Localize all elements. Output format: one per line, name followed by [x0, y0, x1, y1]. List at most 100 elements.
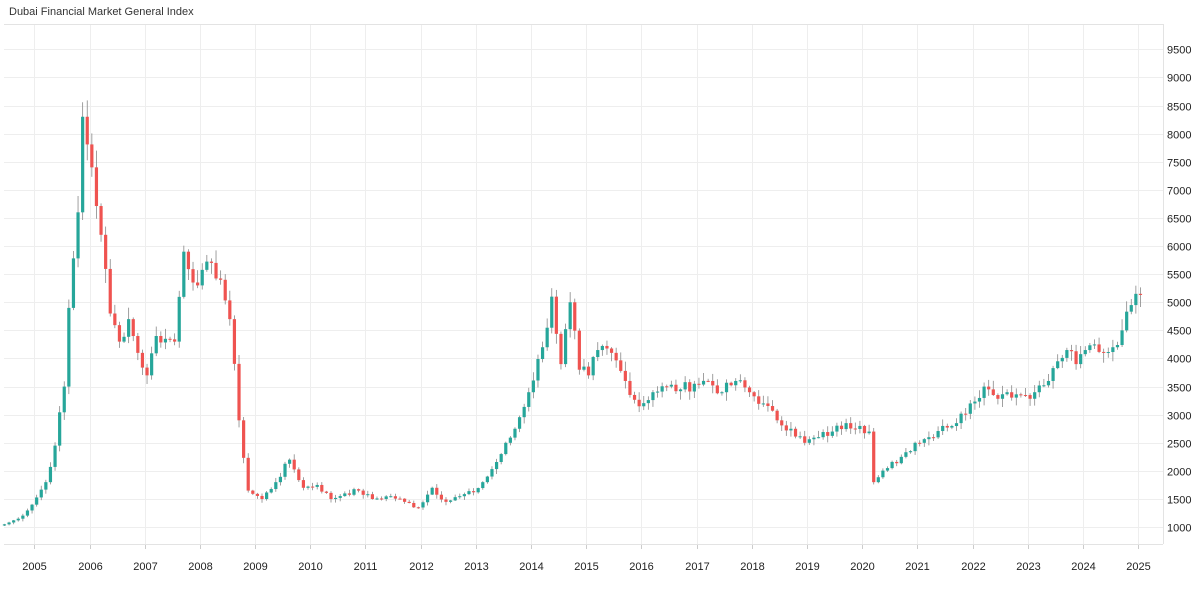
candle-up	[973, 401, 977, 404]
candle-down	[784, 425, 788, 431]
candle-up	[177, 296, 181, 342]
candle-down	[168, 338, 172, 340]
candle-up	[48, 466, 53, 483]
x-tick-label: 2021	[905, 561, 929, 573]
candle-down	[108, 268, 112, 314]
candle-down	[747, 387, 752, 393]
candle-down	[1019, 394, 1023, 396]
candle-up	[462, 494, 466, 497]
x-tick-label: 2016	[629, 561, 653, 573]
candle-up	[692, 383, 696, 392]
candle-down	[619, 360, 623, 371]
candle-up	[522, 406, 526, 418]
candle-down	[173, 339, 177, 342]
candle-down	[223, 279, 227, 301]
candle-down	[209, 261, 214, 263]
candle-down	[228, 300, 232, 320]
candle-down	[136, 336, 140, 353]
candle-up	[954, 423, 959, 427]
y-tick-label: 9500	[1167, 45, 1191, 57]
candle-down	[706, 380, 710, 382]
candle-up	[62, 386, 66, 413]
candle-up	[1005, 392, 1009, 395]
candle-up	[941, 425, 945, 432]
candle-down	[196, 282, 200, 286]
x-tick-label: 2022	[961, 561, 985, 573]
candle-up	[200, 269, 204, 286]
candle-up	[2, 524, 7, 526]
candle-up	[655, 391, 660, 393]
candle-up	[127, 319, 131, 337]
candle-down	[839, 425, 844, 430]
candle-down	[665, 386, 669, 388]
candle-up	[44, 482, 48, 490]
candle-up	[1051, 368, 1055, 381]
candle-up	[1111, 347, 1115, 353]
candle-up	[490, 469, 494, 477]
candle-up	[844, 423, 848, 430]
candle-down	[94, 167, 99, 207]
candle-up	[7, 522, 11, 525]
x-tick-label: 2019	[795, 561, 819, 573]
candle-up	[1092, 344, 1097, 346]
candle-up	[936, 431, 940, 438]
candle-down	[711, 380, 715, 386]
candle-up	[1088, 345, 1092, 351]
candle-up	[508, 437, 512, 443]
candle-up	[550, 296, 554, 328]
candle-up	[1046, 380, 1051, 386]
candle-down	[614, 352, 618, 361]
x-tick-label: 2006	[78, 561, 102, 573]
candle-down	[113, 313, 117, 326]
candle-down	[793, 428, 798, 437]
candle-up	[881, 470, 885, 478]
candle-up	[568, 302, 572, 330]
candle-up	[890, 461, 894, 469]
axis-layer: 1000 1500 2000 2500 3000 3500 4000 4500 5000 5500…	[4, 24, 1191, 573]
candle-up	[513, 428, 517, 438]
candle-up	[12, 520, 16, 523]
x-tick-label: 2012	[409, 561, 433, 573]
candle-up	[913, 442, 917, 452]
candle-up	[651, 392, 655, 401]
candle-up	[807, 439, 811, 443]
candle-down	[987, 386, 991, 390]
candle-down	[577, 330, 581, 370]
candle-up	[338, 496, 342, 498]
candle-up	[761, 403, 765, 405]
candle-up	[908, 451, 913, 453]
candle-up	[288, 459, 292, 464]
candle-up	[58, 412, 62, 446]
candle-up	[499, 454, 503, 462]
candle-down	[471, 491, 476, 493]
candle-down	[1138, 293, 1143, 295]
candle-up	[1079, 354, 1083, 365]
candle-down	[554, 296, 558, 334]
candle-down	[1097, 344, 1101, 352]
candle-up	[1115, 345, 1120, 348]
x-tick-label: 2013	[464, 561, 488, 573]
candle-down	[292, 459, 296, 470]
candle-up	[1083, 350, 1087, 355]
candle-down	[945, 425, 949, 428]
candle-up	[1037, 385, 1041, 393]
candle-up	[1120, 330, 1124, 346]
candle-up	[858, 425, 862, 429]
candle-up	[977, 397, 982, 402]
candle-down	[688, 382, 692, 392]
candle-up	[25, 510, 30, 516]
candle-down	[803, 436, 807, 443]
candle-up	[384, 496, 388, 499]
candle-down	[826, 432, 830, 436]
candle-up	[476, 488, 480, 493]
candle-up	[448, 500, 453, 502]
candle-up	[1042, 385, 1046, 387]
candle-up	[812, 437, 816, 440]
candle-up	[343, 493, 347, 497]
candle-up	[35, 497, 39, 505]
candle-up	[876, 477, 880, 483]
candle-up	[642, 403, 646, 407]
candle-down	[991, 389, 995, 396]
grid-layer	[4, 24, 1163, 544]
